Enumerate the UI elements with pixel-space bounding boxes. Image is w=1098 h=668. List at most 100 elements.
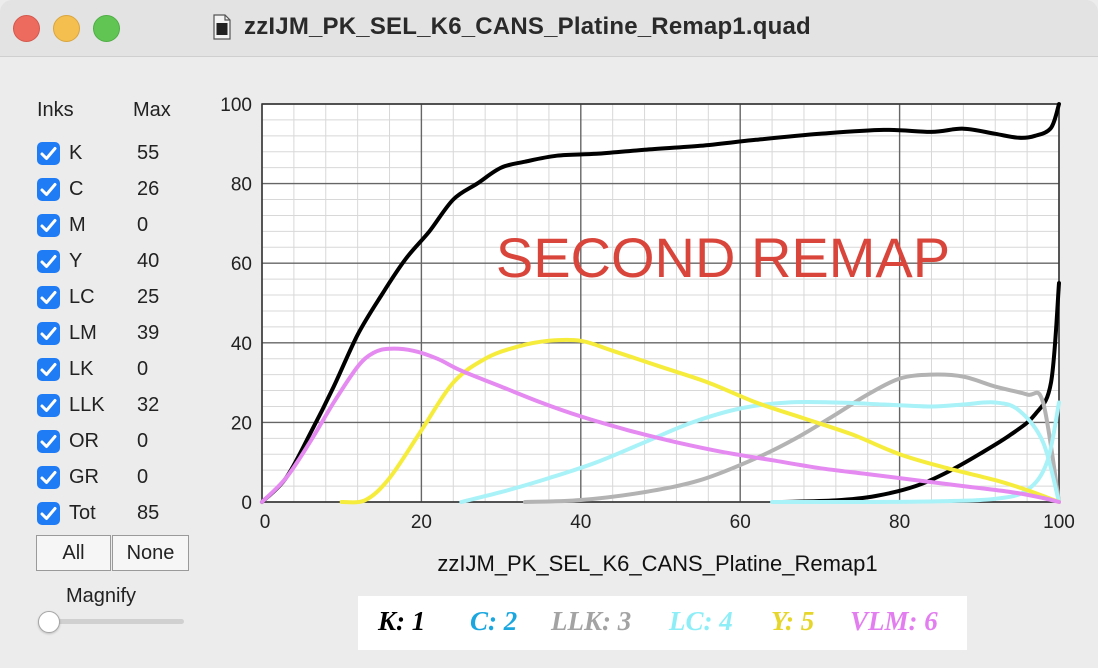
series-line-3 [459, 399, 1061, 504]
all-button[interactable]: All [36, 535, 111, 571]
legend-item-y: Y: 5 [771, 606, 815, 636]
ink-checkbox-tot[interactable] [37, 502, 60, 525]
ink-checkbox-c[interactable] [37, 178, 60, 201]
checkmark-icon [40, 507, 57, 520]
checkmark-icon [40, 255, 57, 268]
minimize-button[interactable] [53, 15, 80, 42]
ink-name: LC [69, 286, 95, 308]
y-tick-label: 80 [231, 175, 252, 196]
y-tick-label: 40 [231, 334, 252, 355]
close-button[interactable] [13, 15, 40, 42]
y-tick-label: 100 [220, 95, 252, 116]
checkmark-icon [40, 291, 57, 304]
second-remap-annotation: SECOND REMAP [496, 226, 950, 289]
x-tick-label: 100 [1043, 512, 1075, 533]
x-tick-label: 80 [889, 512, 910, 533]
ink-checkbox-y[interactable] [37, 250, 60, 273]
ink-max-value: 39 [137, 322, 160, 344]
magnify-slider-knob[interactable] [38, 611, 60, 633]
inks-header: Inks [37, 99, 74, 121]
ink-checkbox-llk[interactable] [37, 394, 60, 417]
ink-name: K [69, 142, 83, 164]
legend-item-vlm: VLM: 6 [850, 606, 938, 636]
ink-max-value: 26 [137, 178, 160, 200]
ink-checkbox-or[interactable] [37, 430, 60, 453]
x-tick-label: 60 [730, 512, 751, 533]
checkmark-icon [40, 471, 57, 484]
ink-checkbox-lc[interactable] [37, 286, 60, 309]
ink-name: LK [69, 358, 94, 380]
checkmark-icon [40, 327, 57, 340]
legend-item-c: C: 2 [470, 606, 518, 636]
y-tick-label: 60 [231, 254, 252, 275]
checkmark-icon [40, 399, 57, 412]
ink-row-lk: LK 0 [37, 356, 187, 386]
series-line-0 [260, 102, 1061, 504]
y-tick-label: 20 [231, 413, 252, 434]
ink-max-value: 0 [137, 214, 149, 236]
checkmark-icon [40, 363, 57, 376]
ink-checkbox-lk[interactable] [37, 358, 60, 381]
ink-name: LLK [69, 394, 105, 416]
window-title: zzIJM_PK_SEL_K6_CANS_Platine_Remap1.quad [244, 13, 811, 40]
checkmark-icon [40, 435, 57, 448]
ink-max-value: 0 [137, 466, 149, 488]
checkmark-icon [40, 183, 57, 196]
ink-row-gr: GR 0 [37, 464, 187, 494]
ink-checkbox-k[interactable] [37, 142, 60, 165]
series-line-4 [770, 400, 1061, 505]
legend-item-lc: LC: 4 [669, 606, 733, 636]
ink-row-or: OR 0 [37, 428, 187, 458]
ink-name: Tot [69, 502, 96, 524]
series-line-1 [778, 281, 1061, 504]
ink-max-value: 32 [137, 394, 160, 416]
legend: K: 1 C: 2 LLK: 3 LC: 4 Y: 5 VLM: 6 [358, 596, 967, 650]
series-line-2 [523, 372, 1061, 504]
ink-max-value: 85 [137, 502, 160, 524]
ink-row-llk: LLK 32 [37, 392, 187, 422]
magnify-slider[interactable] [46, 619, 184, 624]
ink-row-y: Y 40 [37, 248, 187, 278]
checkmark-icon [40, 147, 57, 160]
x-axis-label: zzIJM_PK_SEL_K6_CANS_Platine_Remap1 [437, 551, 877, 576]
ink-row-k: K 55 [37, 140, 187, 170]
x-tick-label: 20 [411, 512, 432, 533]
ink-max-value: 55 [137, 142, 160, 164]
ink-name: Y [69, 250, 83, 272]
x-tick-label: 0 [260, 512, 271, 533]
plot-area [262, 104, 1059, 502]
ink-row-lc: LC 25 [37, 284, 187, 314]
document-icon [213, 14, 231, 40]
ink-checkbox-m[interactable] [37, 214, 60, 237]
x-tick-label: 40 [570, 512, 591, 533]
ink-name: LM [69, 322, 97, 344]
ink-name: M [69, 214, 86, 236]
ink-name: OR [69, 430, 99, 452]
max-header: Max [133, 99, 171, 121]
maximize-button[interactable] [93, 15, 120, 42]
none-button[interactable]: None [112, 535, 189, 571]
ink-max-value: 40 [137, 250, 160, 272]
ink-checkbox-gr[interactable] [37, 466, 60, 489]
ink-name: GR [69, 466, 99, 488]
ink-row-lm: LM 39 [37, 320, 187, 350]
ink-max-value: 0 [137, 358, 149, 380]
magnify-label: Magnify [66, 585, 137, 607]
ink-row-c: C 26 [37, 176, 187, 206]
legend-item-llk: LLK: 3 [551, 606, 632, 636]
ink-max-value: 0 [137, 430, 149, 452]
y-tick-label: 0 [241, 493, 252, 514]
series-line-5 [339, 337, 1061, 505]
title-bar: zzIJM_PK_SEL_K6_CANS_Platine_Remap1.quad [0, 0, 1098, 57]
series-line-6 [260, 346, 1061, 504]
ink-checkbox-lm[interactable] [37, 322, 60, 345]
legend-item-k: K: 1 [378, 606, 426, 636]
ink-name: C [69, 178, 84, 200]
ink-max-value: 25 [137, 286, 160, 308]
checkmark-icon [40, 219, 57, 232]
ink-row-tot: Tot 85 [37, 500, 187, 530]
title-group: zzIJM_PK_SEL_K6_CANS_Platine_Remap1.quad [212, 12, 811, 42]
